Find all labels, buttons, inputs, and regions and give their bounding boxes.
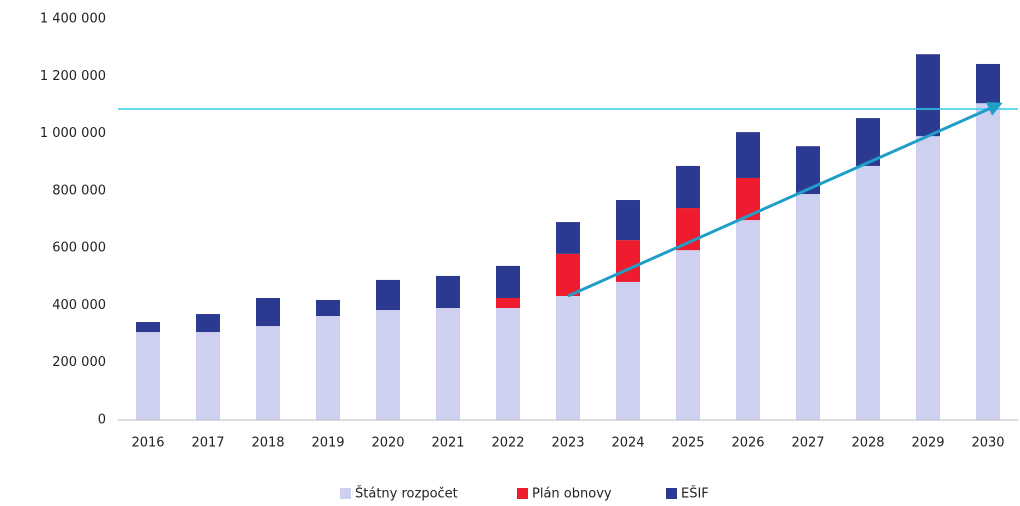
- bar-segment: [136, 322, 160, 333]
- bars: [136, 54, 1000, 421]
- bar-segment: [496, 308, 520, 420]
- x-tick-label: 2020: [371, 436, 404, 451]
- bar-segment: [196, 332, 220, 420]
- x-tick-label: 2017: [191, 436, 224, 451]
- bar-segment: [436, 308, 460, 420]
- bar-segment: [736, 132, 760, 178]
- bar-segment: [196, 314, 220, 333]
- legend-label: EŠIF: [681, 486, 709, 502]
- bar-segment: [376, 310, 400, 420]
- bar-segment: [976, 103, 1000, 421]
- bar-segment: [316, 316, 340, 420]
- bar-segment: [496, 265, 520, 298]
- bar-segment: [916, 54, 940, 137]
- legend-swatch: [517, 488, 528, 499]
- y-tick-label: 200 000: [52, 355, 106, 370]
- bar-segment: [676, 250, 700, 420]
- bar-segment: [676, 165, 700, 209]
- y-tick-label: 1 400 000: [40, 12, 106, 27]
- bar-segment: [916, 136, 940, 420]
- y-tick-label: 1 200 000: [40, 69, 106, 84]
- bar-segment: [556, 222, 580, 254]
- legend-swatch: [666, 488, 677, 499]
- x-tick-label: 2023: [551, 436, 584, 451]
- x-tick-label: 2022: [491, 436, 524, 451]
- bar-segment: [616, 281, 640, 420]
- bar-segment: [616, 200, 640, 241]
- bar-segment: [316, 299, 340, 317]
- y-tick-label: 800 000: [52, 183, 106, 198]
- bar-segment: [616, 240, 640, 282]
- x-tick-label: 2025: [671, 436, 704, 451]
- bar-segment: [796, 194, 820, 420]
- y-tick-label: 1 000 000: [40, 126, 106, 141]
- bar-segment: [256, 297, 280, 327]
- x-tick-label: 2024: [611, 436, 644, 451]
- bar-segment: [496, 297, 520, 309]
- y-tick-label: 600 000: [52, 241, 106, 256]
- bar-segment: [856, 165, 880, 420]
- trend-arrow: [567, 102, 1003, 298]
- x-tick-label: 2019: [311, 436, 344, 451]
- y-tick-label: 400 000: [52, 298, 106, 313]
- legend-label: Plán obnovy: [532, 487, 612, 502]
- bar-segment: [436, 275, 460, 309]
- bar-segment: [736, 220, 760, 420]
- legend-label: Štátny rozpočet: [355, 486, 458, 502]
- x-tick-label: 2028: [851, 436, 884, 451]
- bar-segment: [976, 63, 1000, 104]
- bar-segment: [556, 295, 580, 420]
- x-tick-label: 2026: [731, 436, 764, 451]
- bar-segment: [136, 332, 160, 420]
- legend-swatch: [340, 488, 351, 499]
- x-tick-label: 2018: [251, 436, 284, 451]
- x-tick-label: 2016: [131, 436, 164, 451]
- x-tick-label: 2027: [791, 436, 824, 451]
- x-tick-label: 2029: [911, 436, 944, 451]
- bar-segment: [556, 253, 580, 296]
- y-tick-label: 0: [98, 413, 106, 428]
- bar-segment: [376, 279, 400, 311]
- x-tick-label: 2030: [971, 436, 1004, 451]
- bar-segment: [256, 326, 280, 420]
- x-tick-label: 2021: [431, 436, 464, 451]
